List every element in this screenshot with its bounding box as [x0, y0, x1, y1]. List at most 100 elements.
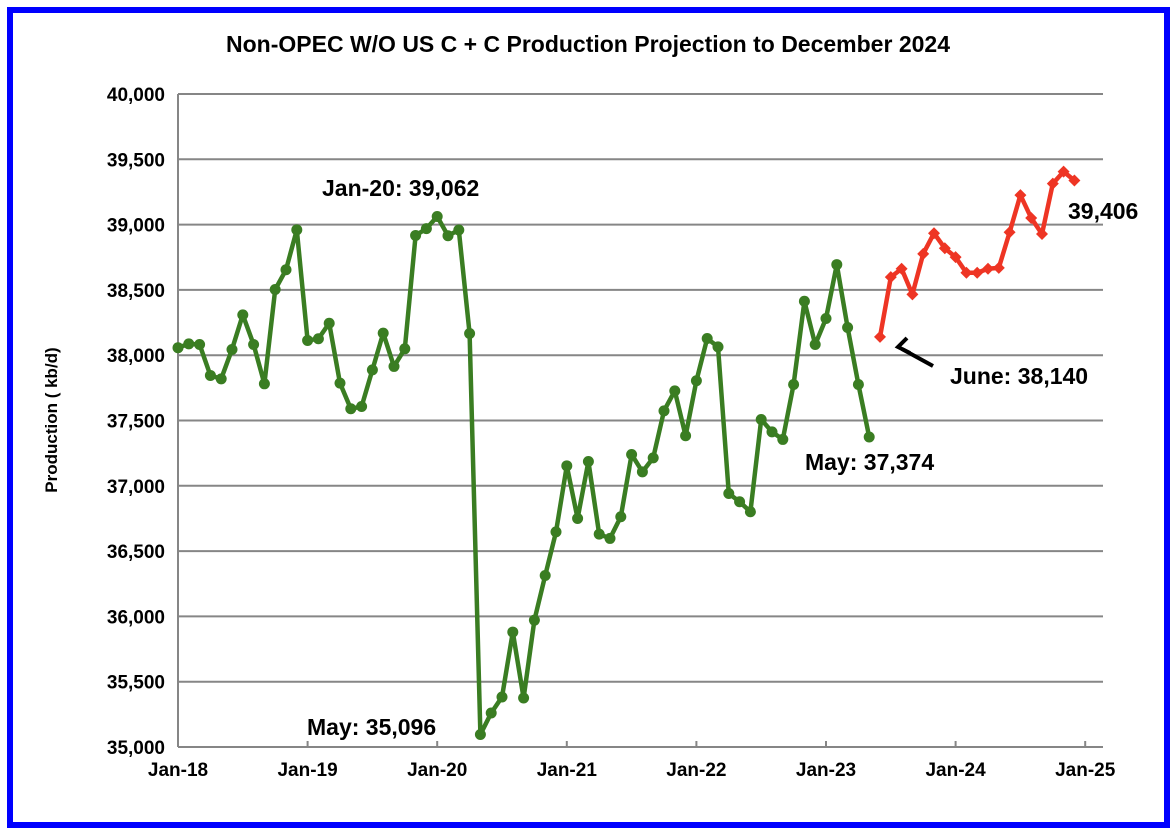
data-point: [334, 377, 346, 389]
data-point: [1036, 228, 1048, 241]
data-point: [366, 364, 378, 376]
data-point: [949, 251, 962, 264]
x-tick-label: Jan-19: [277, 760, 337, 781]
y-tick-label: 38,000: [107, 346, 165, 367]
data-point: [1025, 211, 1038, 224]
data-point: [269, 284, 281, 296]
y-tick-label: 38,500: [107, 281, 165, 302]
annotation-label: May: 35,096: [307, 714, 436, 740]
data-point: [453, 224, 465, 236]
data-point: [636, 466, 648, 478]
data-point: [744, 506, 756, 518]
data-point: [842, 322, 854, 334]
data-point: [280, 264, 292, 276]
annotation-label: June: 38,140: [950, 363, 1088, 389]
data-point: [734, 496, 746, 508]
gridlines: [177, 93, 1103, 748]
data-point: [356, 401, 368, 413]
data-point: [723, 488, 735, 500]
y-tick-label: 35,500: [107, 673, 165, 694]
data-point: [582, 456, 594, 468]
data-point: [183, 338, 195, 350]
data-point: [194, 338, 206, 350]
y-tick-label: 39,500: [107, 150, 165, 171]
x-tick-label: Jan-21: [537, 760, 598, 781]
data-point: [680, 430, 692, 442]
data-point: [388, 360, 400, 372]
x-tick-label: Jan-22: [666, 760, 726, 781]
data-point: [852, 378, 864, 390]
data-point: [377, 327, 389, 339]
data-point: [572, 512, 584, 524]
annotation-label: Jan-20: 39,062: [322, 175, 479, 201]
data-point: [690, 375, 702, 387]
data-point: [518, 692, 530, 704]
data-point: [928, 227, 940, 240]
data-point: [1068, 174, 1081, 187]
data-point: [1046, 177, 1059, 190]
data-point: [766, 426, 778, 438]
data-point: [345, 403, 357, 415]
data-point: [248, 338, 260, 350]
data-point: [561, 460, 573, 472]
y-tick-label: 36,500: [107, 542, 165, 563]
data-point: [593, 528, 605, 540]
data-point: [992, 261, 1005, 274]
data-point: [1057, 165, 1070, 178]
y-tick-label: 40,000: [107, 85, 165, 106]
data-point: [204, 369, 216, 381]
data-point: [420, 223, 432, 235]
data-point: [442, 230, 454, 242]
data-point: [884, 271, 897, 284]
data-point: [604, 532, 616, 544]
annotation-label: 39,406: [1068, 198, 1138, 224]
data-point: [172, 342, 184, 354]
data-point: [312, 333, 324, 345]
data-point: [464, 328, 476, 340]
data-point: [496, 691, 508, 703]
data-point: [626, 448, 638, 460]
data-point: [809, 338, 821, 350]
data-point: [820, 313, 832, 325]
y-tick-label: 35,000: [107, 738, 165, 759]
x-tick-label: Jan-24: [925, 760, 986, 781]
arrow-icon: [894, 336, 934, 368]
data-point: [431, 211, 443, 223]
x-tick-label: Jan-18: [148, 760, 208, 781]
y-tick-label: 39,000: [107, 216, 165, 237]
annotation-label: May: 37,374: [805, 449, 934, 475]
data-point: [863, 431, 875, 443]
chart-frame: [7, 7, 1170, 828]
data-point: [895, 262, 908, 275]
series-projection: [874, 165, 1081, 343]
data-point: [399, 343, 411, 355]
data-point: [658, 405, 670, 417]
data-point: [528, 614, 540, 626]
data-point: [550, 526, 562, 538]
y-axis-ticks: 35,000 35,500 36,000 36,500 37,000 37,500 38,0…: [107, 85, 165, 759]
data-point: [410, 229, 422, 241]
data-point: [982, 262, 994, 275]
y-tick-label: 37,000: [107, 477, 165, 498]
annotations: Jan-20: 39,062 May: 35,096 May: 37,374 June…: [307, 175, 1138, 740]
data-point: [226, 343, 238, 355]
data-point: [615, 511, 627, 523]
data-point: [291, 224, 303, 236]
data-point: [831, 259, 843, 271]
x-tick-label: Jan-20: [407, 760, 467, 781]
data-point: [669, 385, 681, 397]
data-point: [215, 373, 227, 385]
data-point: [971, 266, 984, 279]
data-point: [874, 330, 886, 343]
data-point: [788, 378, 800, 390]
data-point: [485, 707, 497, 719]
series-actual: [172, 211, 875, 740]
data-point: [960, 266, 973, 279]
data-point: [798, 295, 810, 307]
data-point: [474, 728, 486, 740]
y-tick-label: 37,500: [107, 412, 165, 433]
data-point: [777, 433, 789, 445]
data-point: [712, 341, 724, 353]
data-point: [647, 452, 659, 464]
